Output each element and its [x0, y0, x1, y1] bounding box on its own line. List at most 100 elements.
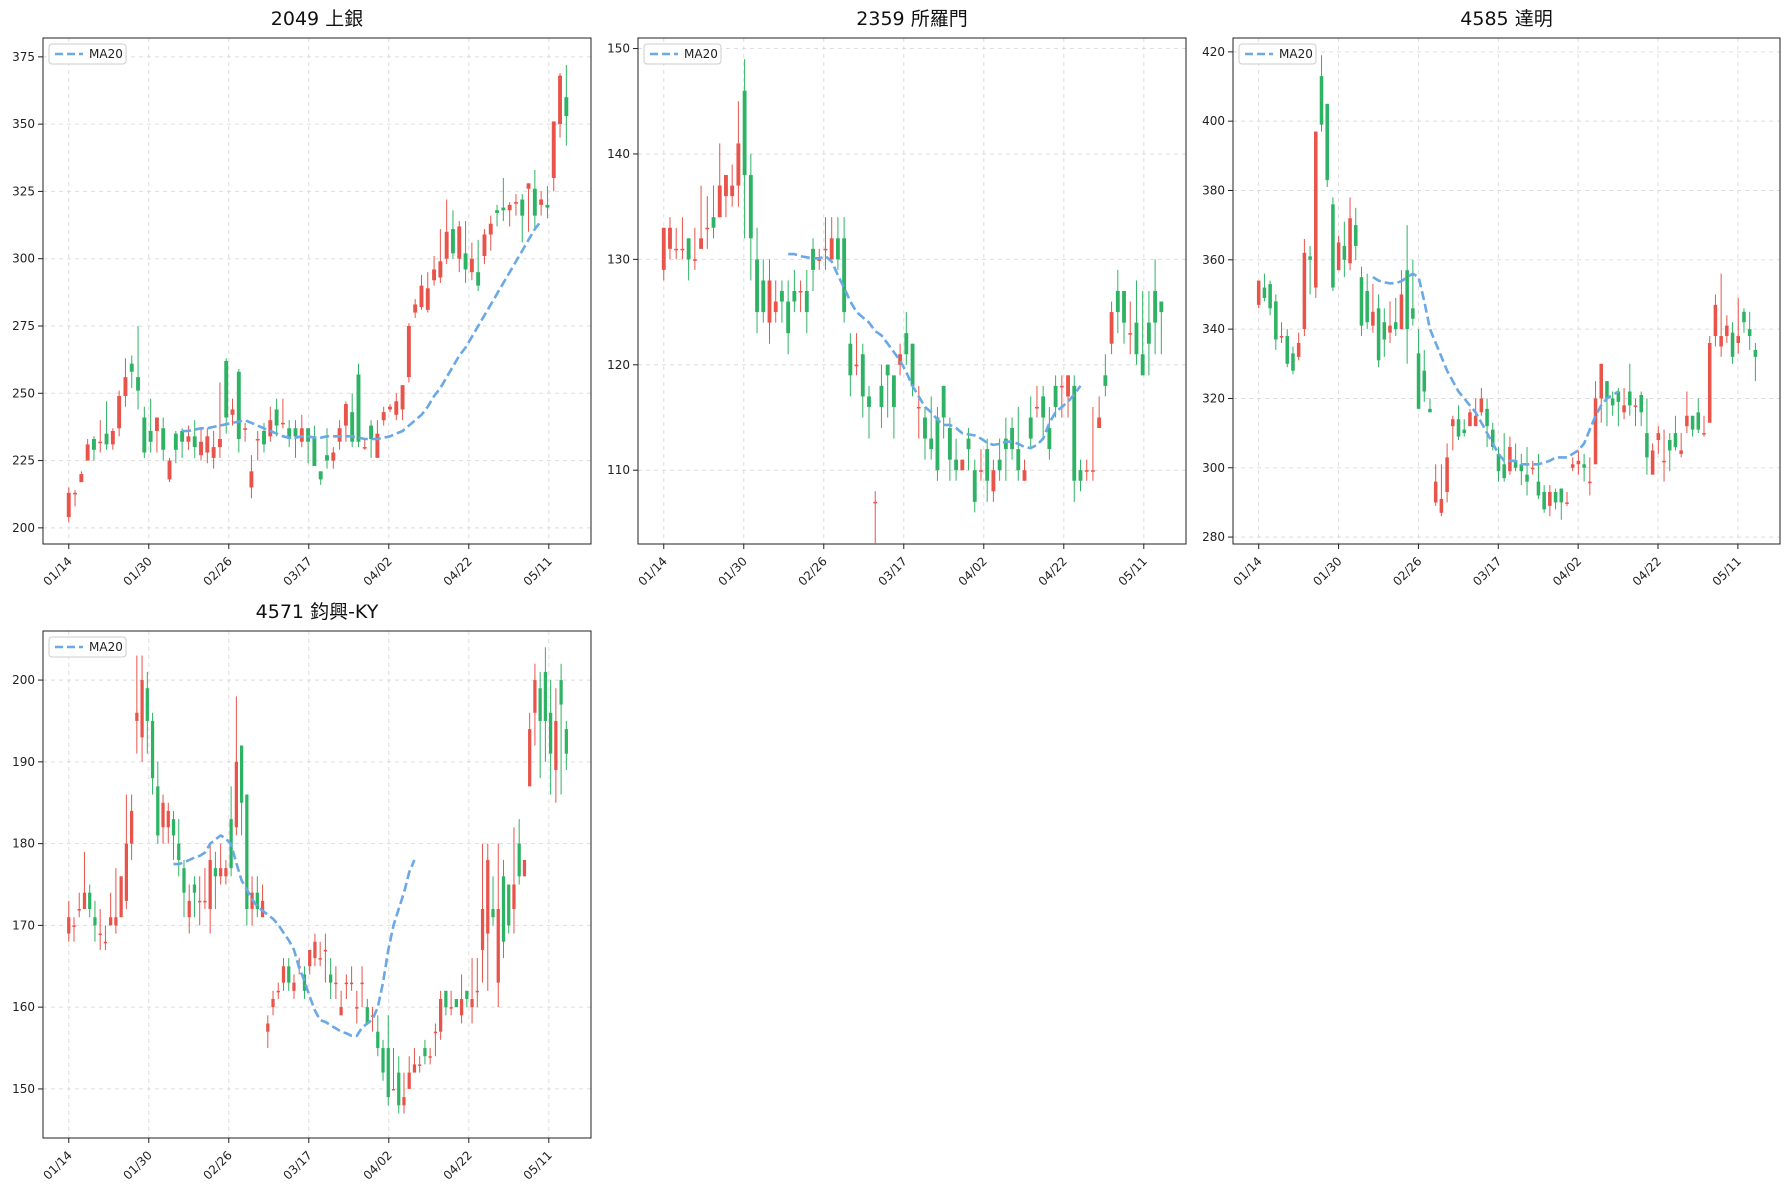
candle [1502, 433, 1506, 482]
candle [1673, 415, 1678, 451]
candle-body [79, 474, 84, 483]
candle-body [355, 1007, 359, 1009]
candle-body [513, 202, 518, 204]
candle-body [339, 1007, 343, 1016]
legend: MA20 [48, 43, 127, 65]
candle-body [1331, 204, 1335, 288]
candle-body [465, 990, 469, 999]
candle [854, 333, 859, 376]
candle-body [419, 285, 424, 308]
candle-body [1616, 391, 1621, 402]
candle [991, 459, 996, 502]
candle-body [85, 444, 90, 461]
candle [299, 414, 304, 448]
candle-body [860, 354, 865, 397]
candle-body [192, 436, 197, 448]
candle [362, 439, 367, 450]
candle-body [1725, 325, 1729, 337]
candle [110, 428, 115, 450]
candle-body [522, 859, 527, 877]
candle [1451, 415, 1455, 451]
candle-body [1382, 322, 1387, 340]
candle [1753, 342, 1758, 382]
candle-body [388, 406, 392, 410]
x-tick-label: 04/22 [1036, 554, 1070, 588]
candle [1405, 225, 1409, 364]
candle [1122, 291, 1126, 344]
y-tick-label: 325 [12, 184, 35, 198]
candle [1667, 433, 1672, 472]
candle [1331, 197, 1335, 291]
candle-body [156, 786, 160, 836]
candle [1010, 417, 1014, 460]
legend: MA20 [643, 43, 722, 65]
candle [1262, 273, 1267, 302]
candle [370, 1007, 375, 1032]
candle [674, 227, 679, 260]
candle [1376, 294, 1381, 368]
candle [245, 794, 249, 926]
plot-frame [1232, 37, 1781, 545]
candle-body [91, 439, 96, 450]
legend-box [1238, 43, 1317, 65]
candle [1140, 291, 1145, 376]
candle-body [255, 892, 259, 910]
candle-body [1633, 405, 1638, 407]
candle-body [1022, 470, 1027, 481]
candle-body [495, 210, 500, 213]
candle [234, 696, 238, 836]
candle [512, 827, 516, 934]
candle-body [1399, 294, 1404, 330]
candle [475, 958, 479, 1008]
candle [280, 398, 285, 429]
candle [1066, 375, 1070, 418]
x-tick-label: 03/17 [1470, 554, 1504, 588]
candle-body [551, 121, 556, 178]
candle-body [1673, 433, 1678, 447]
candle [1565, 492, 1569, 506]
candle-body [960, 459, 965, 471]
candle [539, 191, 544, 216]
candle [972, 459, 977, 513]
candle-body [692, 259, 697, 261]
candle-body [119, 876, 123, 918]
candle [829, 217, 834, 260]
candle-body [532, 188, 537, 216]
candle [724, 175, 728, 218]
candle [1570, 457, 1575, 472]
candle-body [205, 436, 210, 453]
legend-label: MA20 [1279, 47, 1313, 61]
plot-frame [42, 630, 592, 1139]
candle-body [217, 439, 222, 448]
candle-body [98, 441, 103, 444]
candle [549, 680, 553, 795]
candle-body [972, 470, 977, 502]
candle [554, 688, 558, 803]
candle-body [292, 982, 296, 991]
candle-body [1090, 470, 1095, 472]
legend-label: MA20 [89, 47, 123, 61]
candle-body [1610, 398, 1615, 406]
candle [1485, 398, 1489, 447]
candle-body [835, 238, 840, 260]
ma20-line [182, 220, 543, 441]
candle-body [306, 428, 311, 442]
candle [1003, 417, 1008, 481]
candle-body [276, 990, 280, 993]
candle-body [308, 949, 312, 967]
candle [1416, 329, 1421, 409]
legend-box [48, 43, 127, 65]
candle-body [161, 428, 166, 450]
candle [339, 990, 343, 1016]
candle-body [1047, 428, 1052, 450]
candle-body [1445, 457, 1449, 493]
candle-body [674, 248, 679, 251]
candle [103, 925, 108, 950]
candle [243, 422, 248, 442]
candle-body [1072, 385, 1077, 481]
candle-body [219, 868, 223, 877]
candle [680, 217, 685, 260]
candle [388, 404, 392, 413]
candle-body [123, 377, 128, 396]
candle [1325, 103, 1329, 188]
